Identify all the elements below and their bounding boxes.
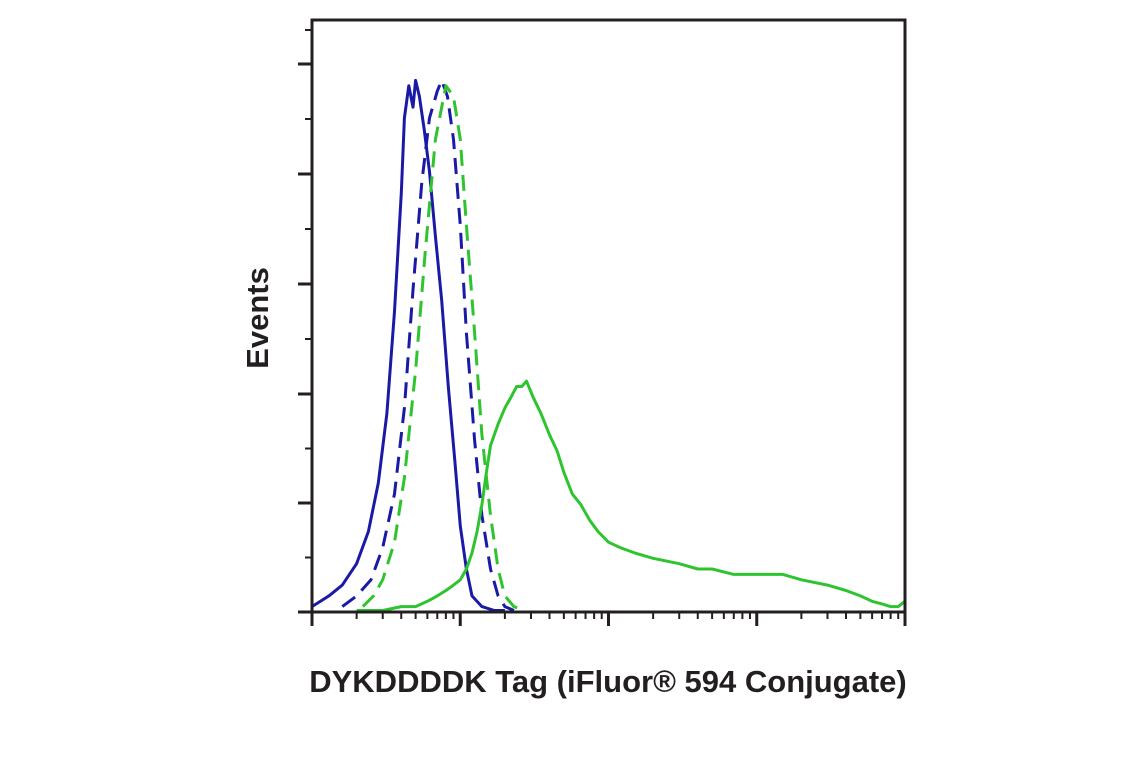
plot-frame xyxy=(310,18,907,614)
tick-layer xyxy=(298,29,907,626)
series-line-4 xyxy=(356,379,906,612)
y-axis-label: Events xyxy=(240,267,275,369)
x-axis-label: DYKDDDDK Tag (iFluor® 594 Conjugate) xyxy=(309,664,907,699)
series-line-1 xyxy=(311,78,505,612)
series-layer xyxy=(311,78,906,612)
